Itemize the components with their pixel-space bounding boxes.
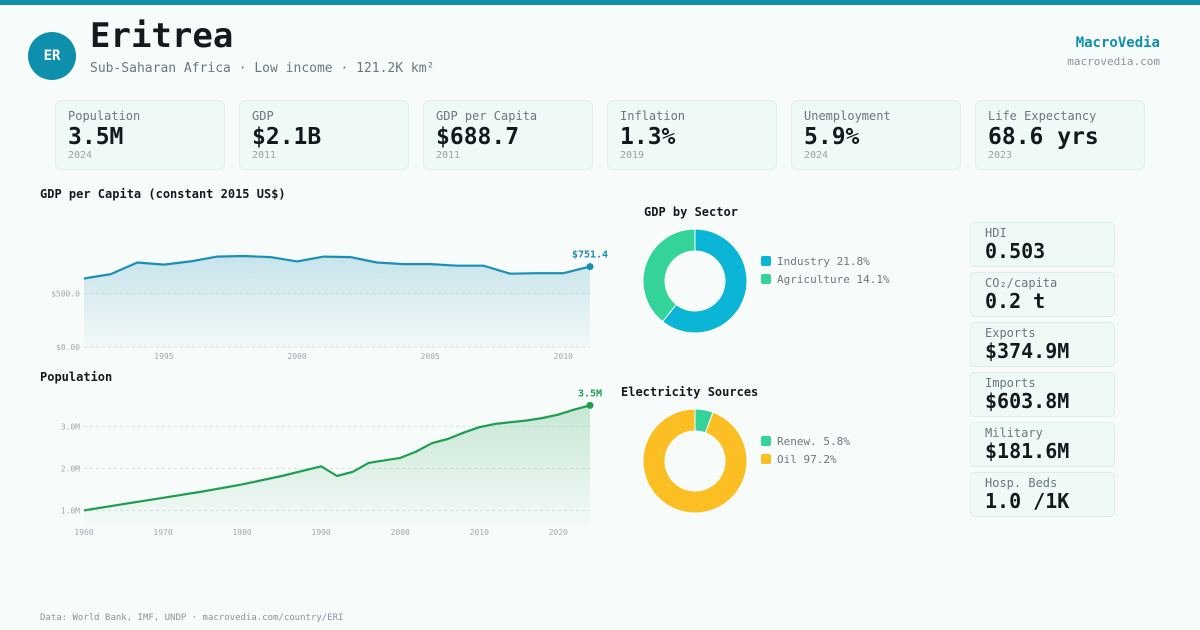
legend-label: Agriculture 14.1% [777, 272, 890, 286]
donut-slice-industry [661, 228, 748, 334]
kpi-card-inflation: Inflation 1.3% 2019 [607, 100, 777, 170]
kpi-year: 2024 [804, 150, 829, 161]
legend-label: Industry 21.8% [777, 254, 870, 268]
x-tick-label: 1995 [154, 352, 173, 361]
legend-swatch [761, 256, 771, 266]
gdp-by-sector-donut [642, 228, 748, 334]
kpi-value: $2.1B [252, 124, 322, 150]
kpi-label: Inflation [620, 109, 686, 123]
x-tick-label: 2010 [470, 528, 489, 537]
gdp-by-sector-title: GDP by Sector [644, 205, 738, 219]
legend-swatch [761, 454, 771, 464]
population-chart: 1.0M 2.0M 3.0M 3.5M 1960 1970 1980 1990 2000 2010… [61, 388, 602, 537]
end-value-label: $751.4 [572, 250, 608, 261]
donut-slice-oil [642, 408, 748, 514]
electricity-sources-legend: Renew. 5.8% Oil 97.2% [761, 432, 850, 468]
kpi-label: Life Expectancy [988, 109, 1097, 123]
stat-card-hospital-beds: Hosp. Beds 1.0 /1K [970, 472, 1115, 517]
kpi-card-life-expectancy: Life Expectancy 68.6 yrs 2023 [975, 100, 1145, 170]
x-tick-label: 2005 [421, 352, 440, 361]
stat-value: 0.2 t [985, 289, 1046, 313]
legend-item-oil: Oil 97.2% [761, 450, 850, 468]
series-area [84, 256, 590, 347]
y-tick-label: 2.0M [61, 464, 80, 473]
kpi-year: 2011 [436, 150, 461, 161]
donut-slice-agriculture [642, 228, 696, 323]
y-tick-label: 1.0M [61, 506, 80, 515]
stat-label: HDI [985, 226, 1007, 240]
y-tick-label: $0.00 [56, 343, 80, 352]
population-chart-title: Population [40, 370, 113, 384]
end-value-label: 3.5M [578, 388, 602, 399]
series-line [83, 254, 591, 280]
kpi-card-gdp-per-capita: GDP per Capita $688.7 2011 [423, 100, 593, 170]
stat-value: $374.9M [985, 339, 1070, 363]
gdp-by-sector-legend: Industry 21.8% Agriculture 14.1% [761, 252, 890, 288]
brand-name[interactable]: MacroVedia [1075, 35, 1160, 51]
x-tick-label: 1970 [153, 528, 172, 537]
legend-swatch [761, 436, 771, 446]
legend-label: Oil 97.2% [777, 452, 837, 466]
kpi-value: 1.3% [620, 124, 676, 150]
stat-card-exports: Exports $374.9M [970, 322, 1115, 367]
stat-value: $181.6M [985, 439, 1070, 463]
kpi-label: GDP per Capita [436, 109, 538, 123]
stat-label: Hosp. Beds [985, 476, 1058, 490]
kpi-label: Unemployment [804, 109, 891, 123]
electricity-sources-donut [642, 408, 748, 514]
gdp-per-capita-chart-title: GDP per Capita (constant 2015 US$) [40, 187, 286, 201]
x-tick-label: 2010 [554, 352, 573, 361]
legend-item-agriculture: Agriculture 14.1% [761, 270, 890, 288]
x-tick-label: 1980 [232, 528, 251, 537]
kpi-year: 2024 [68, 150, 93, 161]
kpi-value: 3.5M [68, 124, 124, 150]
stat-card-co2: CO₂/capita 0.2 t [970, 272, 1115, 317]
country-code-badge: ER [28, 32, 76, 80]
legend-item-renewables: Renew. 5.8% [761, 432, 850, 450]
kpi-year: 2011 [252, 150, 277, 161]
kpi-card-gdp: GDP $2.1B 2011 [239, 100, 409, 170]
page-subtitle: Sub-Saharan Africa · Low income · 121.2K… [90, 61, 435, 76]
kpi-year: 2019 [620, 150, 645, 161]
stat-card-hdi: HDI 0.503 [970, 222, 1115, 267]
brand-url[interactable]: macrovedia.com [1067, 55, 1160, 68]
x-tick-label: 1960 [74, 528, 93, 537]
stat-label: Imports [985, 376, 1036, 390]
legend-item-industry: Industry 21.8% [761, 252, 890, 270]
gdp-per-capita-chart: $0.00 $500.0 $751.4 1995 2000 2005 2010 [51, 250, 608, 361]
stat-label: Exports [985, 326, 1036, 340]
top-accent-bar [0, 0, 1200, 5]
stat-value: 1.0 /1K [985, 489, 1070, 513]
series-line [83, 404, 591, 512]
kpi-card-unemployment: Unemployment 5.9% 2024 [791, 100, 961, 170]
electricity-sources-title: Electricity Sources [621, 385, 759, 399]
y-tick-label: 3.0M [61, 422, 80, 431]
stat-value: 0.503 [985, 239, 1046, 263]
kpi-label: Population [68, 109, 141, 123]
y-tick-label: $500.0 [51, 290, 80, 299]
stat-label: CO₂/capita [985, 276, 1058, 290]
end-point [586, 401, 594, 409]
kpi-value: 5.9% [804, 124, 860, 150]
stat-label: Military [985, 426, 1043, 440]
stat-card-military: Military $181.6M [970, 422, 1115, 467]
stat-card-imports: Imports $603.8M [970, 372, 1115, 417]
kpi-year: 2023 [988, 150, 1013, 161]
kpi-label: GDP [252, 109, 274, 123]
x-tick-label: 2020 [549, 528, 568, 537]
x-tick-label: 2000 [287, 352, 306, 361]
x-tick-label: 1990 [312, 528, 331, 537]
kpi-card-population: Population 3.5M 2024 [55, 100, 225, 170]
legend-label: Renew. 5.8% [777, 434, 850, 448]
end-point [586, 263, 594, 271]
footer-source: Data: World Bank, IMF, UNDP · macrovedia… [40, 613, 344, 623]
series-area [84, 405, 590, 523]
kpi-value: $688.7 [436, 124, 520, 150]
x-tick-label: 2000 [391, 528, 410, 537]
kpi-value: 68.6 yrs [988, 124, 1099, 150]
stat-value: $603.8M [985, 389, 1070, 413]
page-title: Eritrea [90, 16, 234, 56]
legend-swatch [761, 274, 771, 284]
